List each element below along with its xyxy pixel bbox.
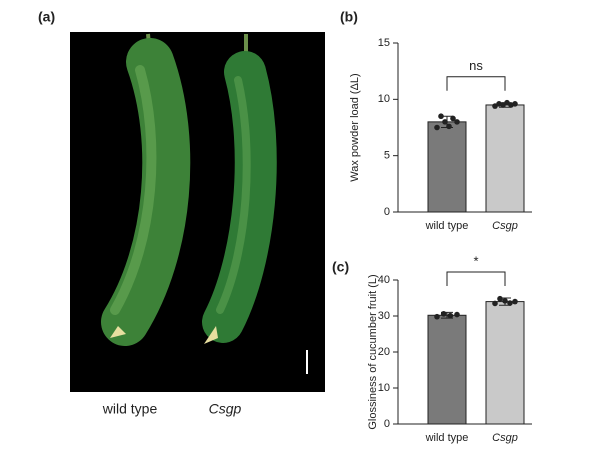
data-point (492, 300, 498, 307)
significance: * (473, 253, 478, 268)
data-point (438, 113, 444, 120)
y-tick-label: 15 (378, 37, 390, 49)
data-point (454, 119, 460, 125)
flower-remnant (204, 326, 218, 344)
x-tick-label: wild type (425, 220, 469, 232)
y-axis-label: Wax powder load (ΔL) (349, 73, 361, 181)
bar (485, 104, 525, 213)
y-axis-label: Glossiness of cucumber fruit (L) (367, 274, 379, 429)
x-tick-label: Csgp (492, 220, 518, 232)
y-tick-label: 10 (378, 93, 390, 105)
data-point (497, 295, 503, 302)
data-point (434, 313, 440, 320)
panel-label: (b) (340, 9, 358, 25)
x-tick-label: wild type (425, 432, 469, 444)
cucumber (101, 38, 191, 346)
bracket (446, 271, 506, 286)
cucumber (202, 51, 277, 343)
y-tick-label: 0 (384, 418, 390, 430)
data-point (512, 298, 518, 305)
data-point (502, 298, 508, 304)
significance: ns (469, 58, 483, 73)
data-point (434, 124, 440, 131)
y-tick-label: 20 (378, 346, 390, 358)
x-tick-label: Csgp (492, 432, 518, 444)
photo-label: Csgp (209, 401, 242, 417)
y-tick-label: 40 (378, 274, 390, 286)
data-point (507, 300, 513, 306)
data-point (454, 311, 460, 318)
photo-label: wild type (102, 401, 158, 417)
flower-remnant (110, 326, 126, 338)
bar (485, 301, 525, 425)
data-point (440, 311, 447, 317)
data-point (450, 115, 456, 122)
bracket (446, 76, 506, 91)
data-point (442, 119, 448, 125)
panel-label: (a) (38, 9, 55, 25)
y-tick-label: 0 (384, 206, 390, 218)
y-tick-label: 10 (378, 382, 390, 394)
cucumber-highlight (110, 65, 157, 315)
bar (427, 314, 467, 425)
y-tick-label: 30 (378, 310, 390, 322)
cucumber-highlight (216, 76, 251, 314)
panel-label: (c) (332, 259, 349, 275)
bar (427, 121, 467, 213)
y-tick-label: 5 (384, 150, 390, 162)
data-point (512, 101, 518, 107)
data-point (447, 312, 454, 319)
data-point (446, 123, 452, 130)
